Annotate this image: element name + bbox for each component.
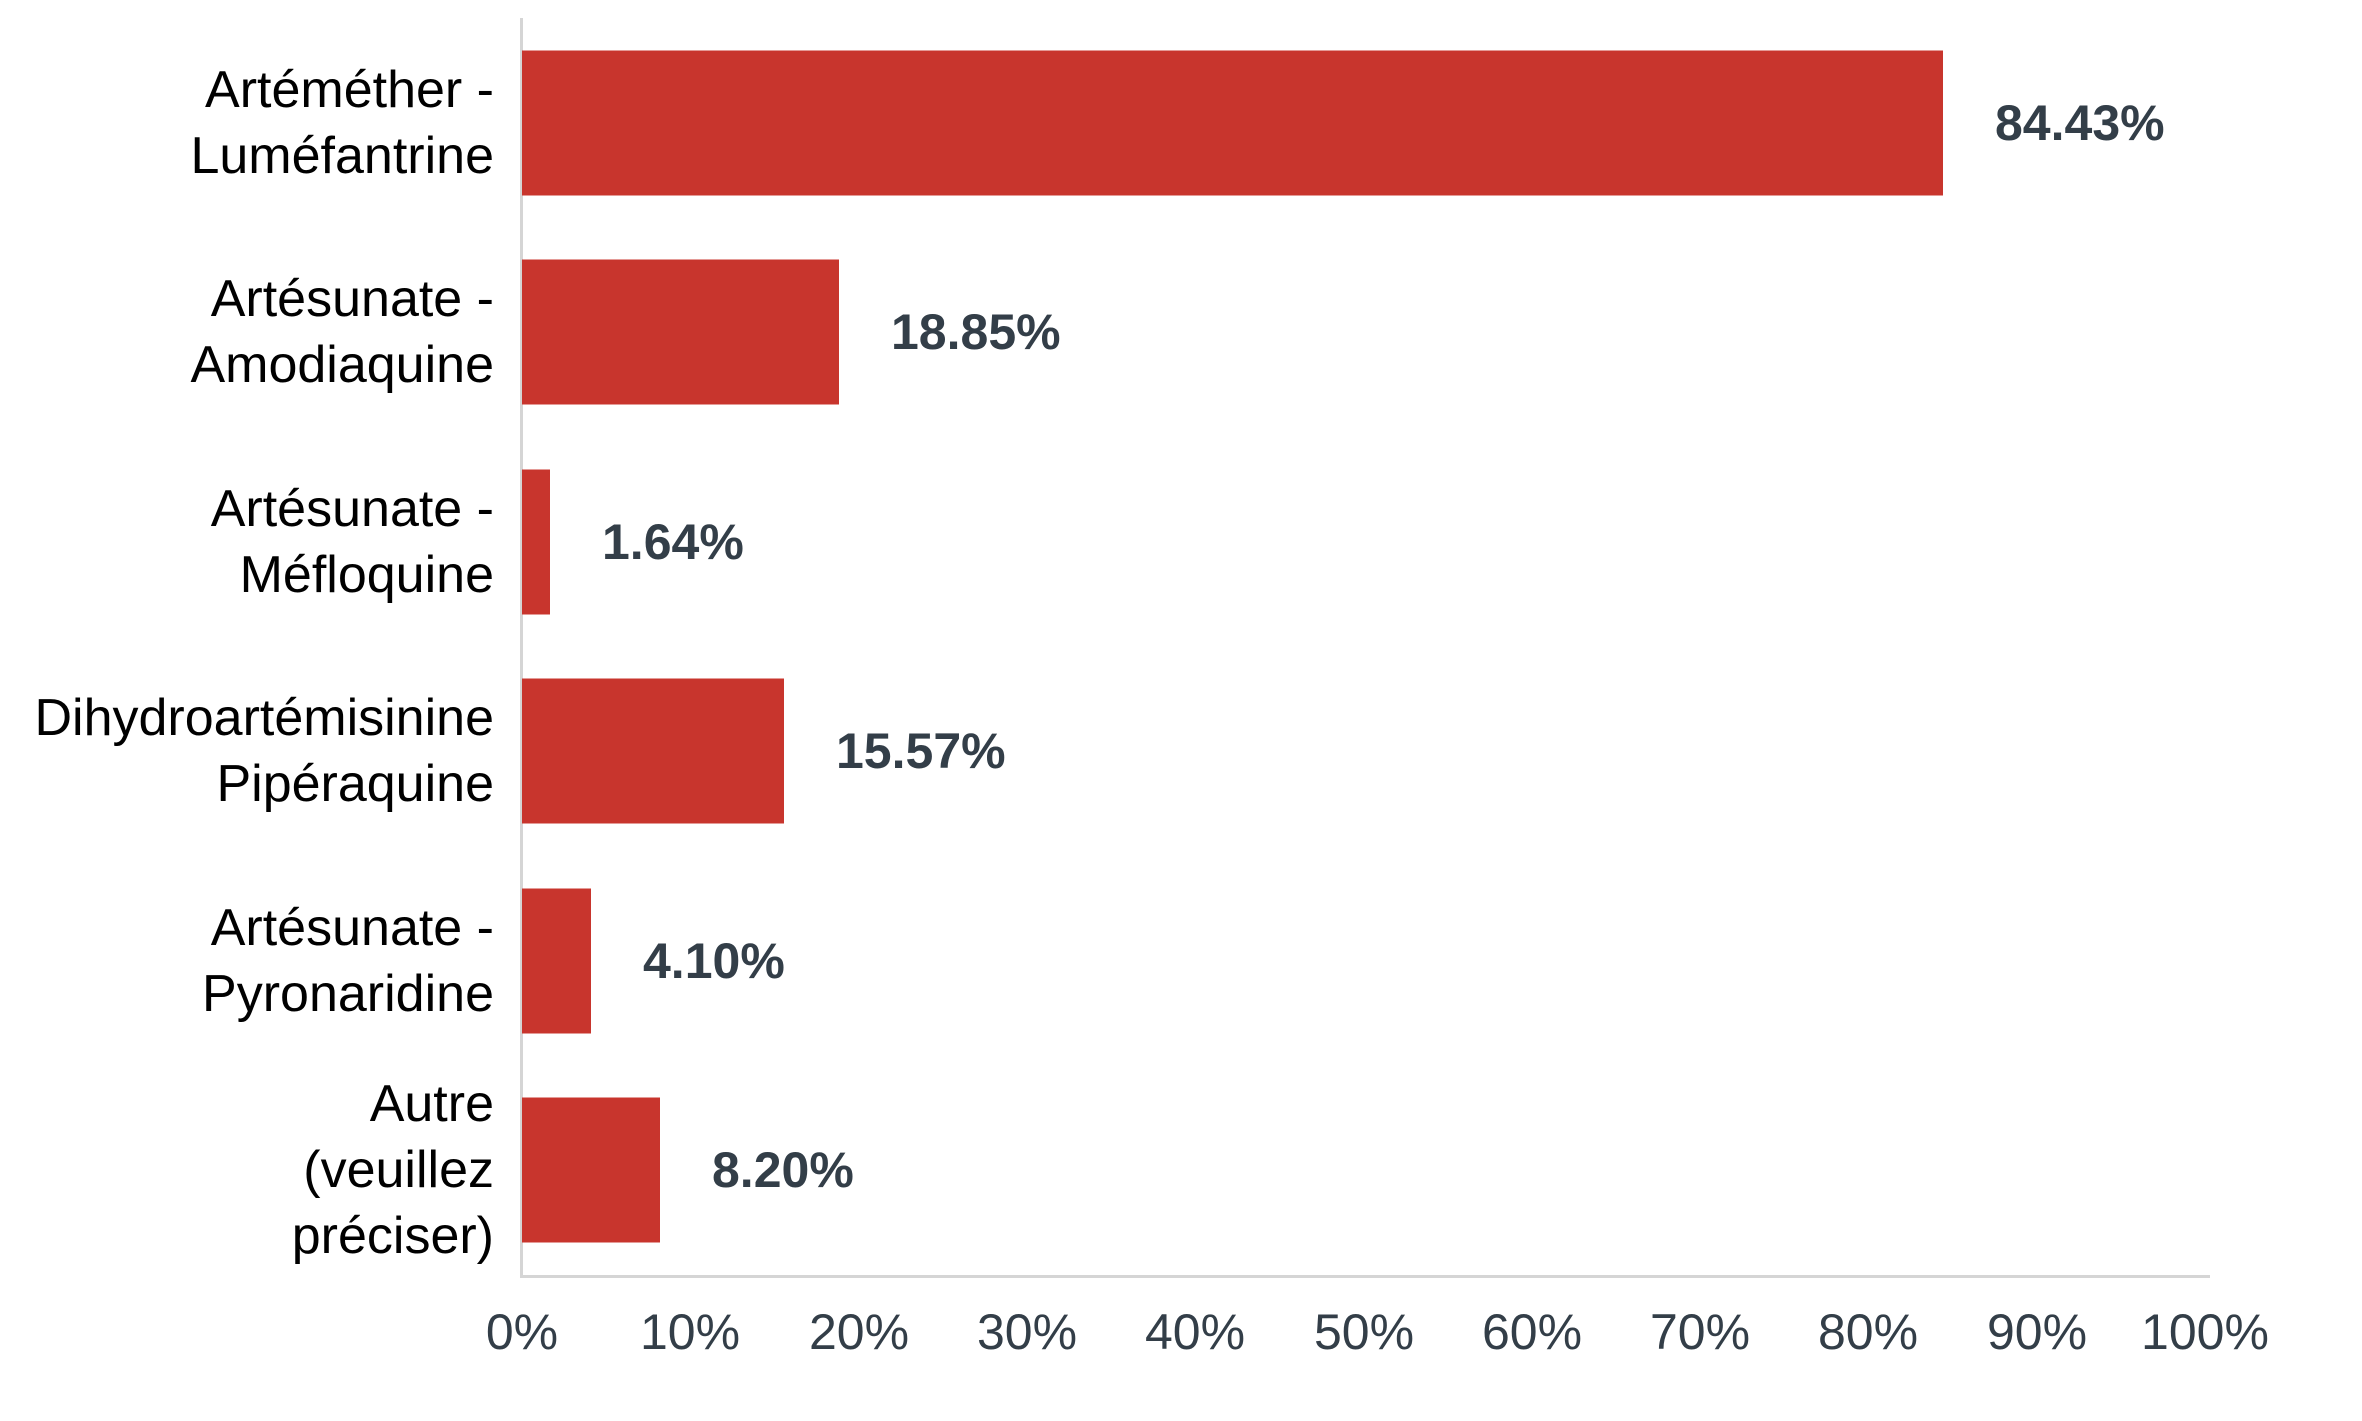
bar-row: Artésunate - Pyronaridine 4.10% (0, 856, 2362, 1066)
value-label: 4.10% (643, 932, 785, 989)
category-label-line: Artéméther - (205, 60, 494, 119)
bar (522, 678, 784, 824)
value-label: 1.64% (602, 513, 744, 570)
x-axis-tick-label: 50% (1313, 1304, 1415, 1360)
x-axis-tick-label: 100% (2141, 1304, 2269, 1360)
bar-row: Dihydroartémisinine Pipéraquine 15.57% (0, 647, 2362, 857)
x-axis-tick-label: 20% (808, 1304, 910, 1360)
x-axis-tick-label: 0% (485, 1304, 559, 1360)
value-label: 84.43% (1995, 94, 2165, 151)
category-label: Autre (veuillez préciser) (292, 1066, 494, 1276)
bar-row: Autre (veuillez préciser) 8.20% (0, 1066, 2362, 1276)
category-label-line: Artésunate - (210, 898, 494, 957)
x-axis-tick-label: 10% (639, 1304, 741, 1360)
bar (522, 888, 591, 1034)
bar (522, 469, 550, 615)
category-label-line: Dihydroartémisinine (34, 689, 494, 748)
category-label-line: (veuillez (303, 1141, 494, 1200)
x-axis-tick-label: 40% (1144, 1304, 1246, 1360)
y-axis-line (520, 18, 523, 1275)
category-label: Dihydroartémisinine Pipéraquine (34, 647, 494, 857)
x-axis-tick-label: 90% (1986, 1304, 2088, 1360)
category-label-line: Méfloquine (239, 545, 494, 604)
bar (522, 1097, 660, 1243)
category-label: Artésunate - Méfloquine (211, 437, 494, 647)
category-label-line: Artésunate - (210, 479, 494, 538)
x-axis-line (520, 1275, 2210, 1278)
x-axis-tick-label: 30% (976, 1304, 1078, 1360)
x-axis-tick-label: 60% (1481, 1304, 1583, 1360)
bar-row: Artéméther - Luméfantrine 84.43% (0, 18, 2362, 228)
category-label-line: Pipéraquine (216, 755, 494, 814)
value-label: 8.20% (712, 1142, 854, 1199)
category-label-line: Pyronaridine (202, 964, 494, 1023)
category-label: Artésunate - Amodiaquine (190, 228, 494, 438)
bar (522, 50, 1943, 196)
category-label: Artésunate - Pyronaridine (202, 856, 494, 1066)
bar (522, 259, 839, 405)
bar-row: Artésunate - Méfloquine 1.64% (0, 437, 2362, 647)
x-axis-tick-label: 70% (1649, 1304, 1751, 1360)
category-label-line: préciser) (291, 1207, 494, 1266)
bar-row: Artésunate - Amodiaquine 18.85% (0, 228, 2362, 438)
category-label-line: Autre (369, 1075, 494, 1134)
category-label: Artéméther - Luméfantrine (190, 18, 494, 228)
x-axis-tick-label: 80% (1817, 1304, 1919, 1360)
value-label: 18.85% (891, 304, 1061, 361)
value-label: 15.57% (836, 723, 1006, 780)
category-label-line: Luméfantrine (190, 126, 494, 185)
category-label-line: Amodiaquine (190, 336, 494, 395)
category-label-line: Artésunate - (210, 270, 494, 329)
